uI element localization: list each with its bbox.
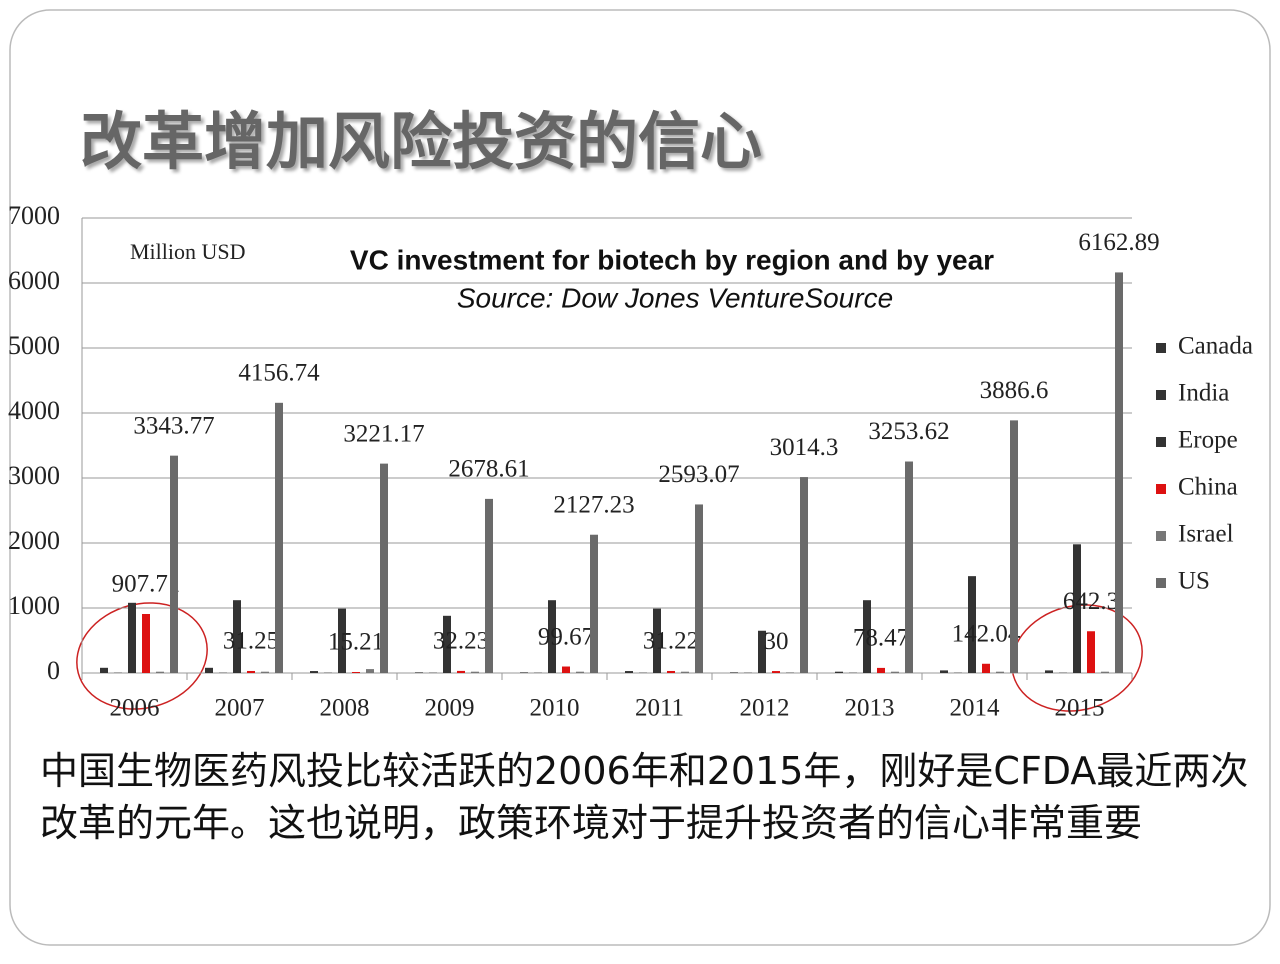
legend-label: Israel [1178,521,1234,548]
bar [100,668,108,673]
bar [261,672,269,673]
bar [485,499,493,673]
data-label: 2593.07 [658,461,739,488]
x-tick-label: 2006 [110,695,160,722]
bar [366,669,374,673]
x-tick-label: 2015 [1055,695,1105,722]
bar [457,671,465,673]
legend-label: China [1178,474,1238,501]
bar [205,668,213,673]
legend-swatch [1156,343,1166,353]
bar [247,671,255,673]
legend-swatch [1156,578,1166,588]
data-label: 4156.74 [238,360,320,387]
bar [772,671,780,673]
bar [877,668,885,673]
bar [730,672,738,673]
legend-swatch [1156,390,1166,400]
legend-label: India [1178,380,1229,407]
x-tick-label: 2009 [425,695,475,722]
bar [380,464,388,673]
data-label: 15.21 [328,629,384,656]
data-label: 3253.62 [868,418,949,445]
bar [128,603,136,673]
x-tick-label: 2012 [740,695,790,722]
data-label: 31.25 [223,628,279,655]
bar [142,614,150,673]
bar [170,456,178,673]
data-label: 2678.61 [448,456,529,483]
chart-title: VC investment for biotech by region and … [350,244,994,275]
bar [576,672,584,673]
y-tick-label: 3000 [8,461,60,490]
y-tick-label: 2000 [8,526,60,555]
bar [940,670,948,673]
bar [695,504,703,673]
bar [996,672,1004,673]
bar [590,535,598,673]
bar [625,671,633,673]
y-tick-label: 0 [47,656,60,685]
x-tick-label: 2014 [950,695,1001,722]
x-tick-label: 2011 [635,695,684,722]
slide-title: 改革增加风险投资的信心 [80,105,762,178]
bar [800,477,808,673]
bar [415,672,423,673]
data-label: 3886.6 [980,377,1049,404]
bar [1010,420,1018,673]
y-tick-label: 7000 [8,201,60,230]
bar [562,667,570,673]
legend-swatch [1156,531,1166,541]
bar [520,672,528,673]
bar [1045,670,1053,673]
data-label: 3014.3 [770,434,839,461]
bar [1101,672,1109,673]
x-tick-label: 2008 [320,695,370,722]
legend-label: US [1178,568,1210,595]
bar [982,664,990,673]
data-label: 6162.89 [1078,229,1159,256]
data-label: 32.23 [433,628,489,655]
unit-label: Million USD [130,239,246,264]
data-label: 3343.77 [133,412,214,439]
data-label: 78.47 [853,625,909,652]
bar [1087,631,1095,673]
bar [891,672,899,673]
x-tick-label: 2013 [845,695,895,722]
y-tick-label: 6000 [8,266,60,295]
bar [156,672,164,673]
bar [352,672,360,673]
legend-swatch [1156,484,1166,494]
legend-label: Canada [1178,333,1253,360]
bar [905,462,913,673]
body-text: 中国生物医药风投比较活跃的2006年和2015年，刚好是CFDA最近两次改革的元… [40,745,1255,849]
bar [786,672,794,673]
bar [1115,272,1123,673]
chart-subtitle: Source: Dow Jones VentureSource [457,282,893,313]
y-tick-label: 1000 [8,591,60,620]
data-label: 3221.17 [343,420,424,447]
bar [310,671,318,673]
data-label: 30 [764,628,789,655]
bar [471,672,479,673]
y-tick-label: 5000 [8,331,60,360]
bar [681,672,689,673]
bar [667,671,675,673]
data-label: 642.3 [1063,588,1119,615]
x-tick-label: 2007 [215,695,265,722]
legend-label: Erope [1178,427,1238,454]
data-label: 2127.23 [553,491,634,518]
x-tick-label: 2010 [530,695,580,722]
bar [275,403,283,673]
data-label: 99.67 [538,623,594,650]
bar [835,672,843,673]
y-tick-label: 4000 [8,396,60,425]
legend-swatch [1156,437,1166,447]
data-label: 31.22 [643,628,699,655]
